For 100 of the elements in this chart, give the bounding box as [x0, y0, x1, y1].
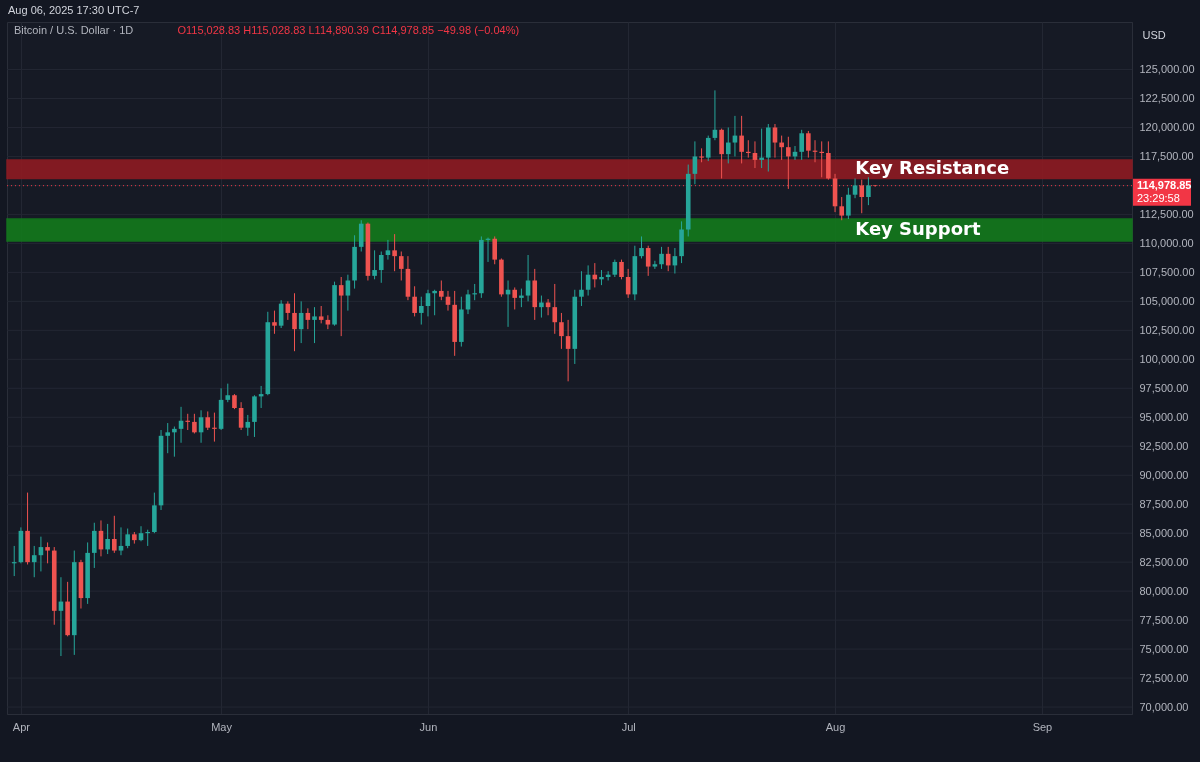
candlestick: [525, 254, 531, 302]
text: Aug 06, 2025 17:30 UTC-7: [8, 4, 140, 16]
candlestick: [652, 260, 658, 270]
band-label: Key Resistance: [855, 157, 1010, 179]
y-tick-label: 85,000.00: [1139, 526, 1189, 539]
x-tick-label: Aug: [825, 720, 846, 733]
y-axis-title: USD: [1142, 28, 1166, 41]
x-tick-label: May: [211, 720, 233, 733]
candlestick: [245, 414, 251, 437]
candlestick: [859, 179, 865, 214]
candlestick: [492, 235, 497, 265]
candlestick: [725, 126, 731, 164]
candlestick: [472, 283, 477, 301]
candlestick: [11, 545, 17, 577]
candlestick: [692, 140, 698, 185]
y-tick-label: 110,000.00: [1139, 236, 1194, 249]
candlestick: [398, 251, 404, 281]
candlestick: [105, 523, 110, 555]
x-tick-label: Sep: [1032, 720, 1053, 733]
candlestick: [512, 286, 518, 310]
candlestick: [358, 219, 364, 253]
candlestick: [272, 310, 277, 335]
candlestick: [619, 259, 624, 280]
candlestick: [292, 292, 297, 352]
y-tick-label: 82,500.00: [1139, 555, 1189, 568]
candlestick: [799, 129, 804, 161]
candlestick: [552, 283, 558, 335]
candlestick: [852, 177, 858, 199]
candlestick: [866, 176, 871, 206]
y-tick-label: 112,500.00: [1139, 207, 1194, 220]
y-tick-label: 97,500.00: [1139, 381, 1189, 394]
candlestick: [739, 115, 744, 164]
y-tick-label: 75,000.00: [1139, 642, 1189, 655]
candlestick: [759, 128, 764, 169]
y-tick-label: 107,500.00: [1139, 265, 1195, 278]
x-tick-label: Apr: [12, 720, 31, 733]
candlestick: [325, 314, 331, 330]
y-tick-label: 102,500.00: [1139, 323, 1195, 336]
candlestick: [872, 184, 878, 188]
candlestick: [172, 426, 177, 458]
candlestick: [118, 526, 124, 556]
candlestick: [225, 383, 231, 403]
candlestick: [92, 522, 97, 569]
candlestick: [705, 135, 711, 162]
chart-title: Bitcoin / U.S. Dollar · 1D: [14, 24, 134, 36]
y-tick-label: 122,500.00: [1139, 92, 1195, 104]
candlestick: [45, 541, 50, 564]
candlestick: [165, 422, 171, 454]
x-tick-label: Jul: [621, 720, 636, 733]
candlestick: [125, 528, 130, 549]
candlestick: [205, 410, 211, 431]
candlestick: [185, 413, 191, 431]
candlestick: [419, 296, 424, 326]
candlestick: [539, 295, 544, 319]
candlestick: [385, 239, 391, 261]
candlestick: [639, 235, 644, 259]
candlestick: [112, 515, 117, 554]
chart-subtitle: O115,028.83 H115,028.83 L114,890.39 C114,978.85 −49.98 (−0.04%): [177, 24, 520, 36]
candlestick: [312, 306, 317, 344]
y-tick-label: 105,000.00: [1139, 294, 1195, 307]
y-tick-label: 80,000.00: [1139, 584, 1189, 597]
candlestick: [659, 246, 664, 270]
candlestick: [559, 312, 564, 350]
candlestick: [338, 276, 344, 337]
candlestick: [519, 288, 524, 308]
y-tick-label: 100,000.00: [1139, 352, 1195, 365]
x-tick-label: Jun: [419, 720, 438, 733]
candlestick: [192, 413, 197, 434]
y-tick-label: 117,500.00: [1139, 149, 1194, 162]
candlestick: [839, 196, 845, 221]
candlestick: [31, 545, 37, 578]
candlestick: [786, 136, 791, 190]
candlestick: [412, 285, 417, 317]
candlestick: [378, 251, 384, 284]
candlestick: [212, 412, 217, 443]
candlestick: [665, 246, 671, 272]
candlestick: [432, 289, 437, 316]
y-tick-label: 70,000.00: [1139, 700, 1189, 713]
candlestick: [372, 249, 377, 280]
candlestick: [745, 139, 751, 159]
y-tick-label: 95,000.00: [1139, 410, 1189, 423]
candlestick: [772, 123, 778, 159]
y-tick-label: 90,000.00: [1139, 468, 1189, 481]
candlestick: [779, 135, 784, 161]
candlestick: [819, 140, 824, 178]
y-tick-label: 72,500.00: [1139, 671, 1189, 684]
ref-line-label: 114,978.85 23:29:58: [1137, 178, 1192, 204]
candlestick: [439, 279, 444, 301]
candlestick: [392, 233, 397, 272]
y-tick-label: 125,000.00: [1139, 63, 1195, 76]
candlestick: [345, 274, 351, 312]
y-tick-label: 87,500.00: [1139, 497, 1189, 510]
band-label: Key Support: [855, 218, 981, 240]
y-tick-label: 120,000.00: [1139, 120, 1195, 133]
candlestick: [806, 130, 811, 159]
y-tick-label: 77,500.00: [1139, 613, 1189, 626]
candlestick: [846, 187, 851, 220]
candlestick: [145, 529, 150, 547]
candlestick: [579, 270, 584, 307]
y-tick-label: 92,500.00: [1139, 439, 1189, 452]
